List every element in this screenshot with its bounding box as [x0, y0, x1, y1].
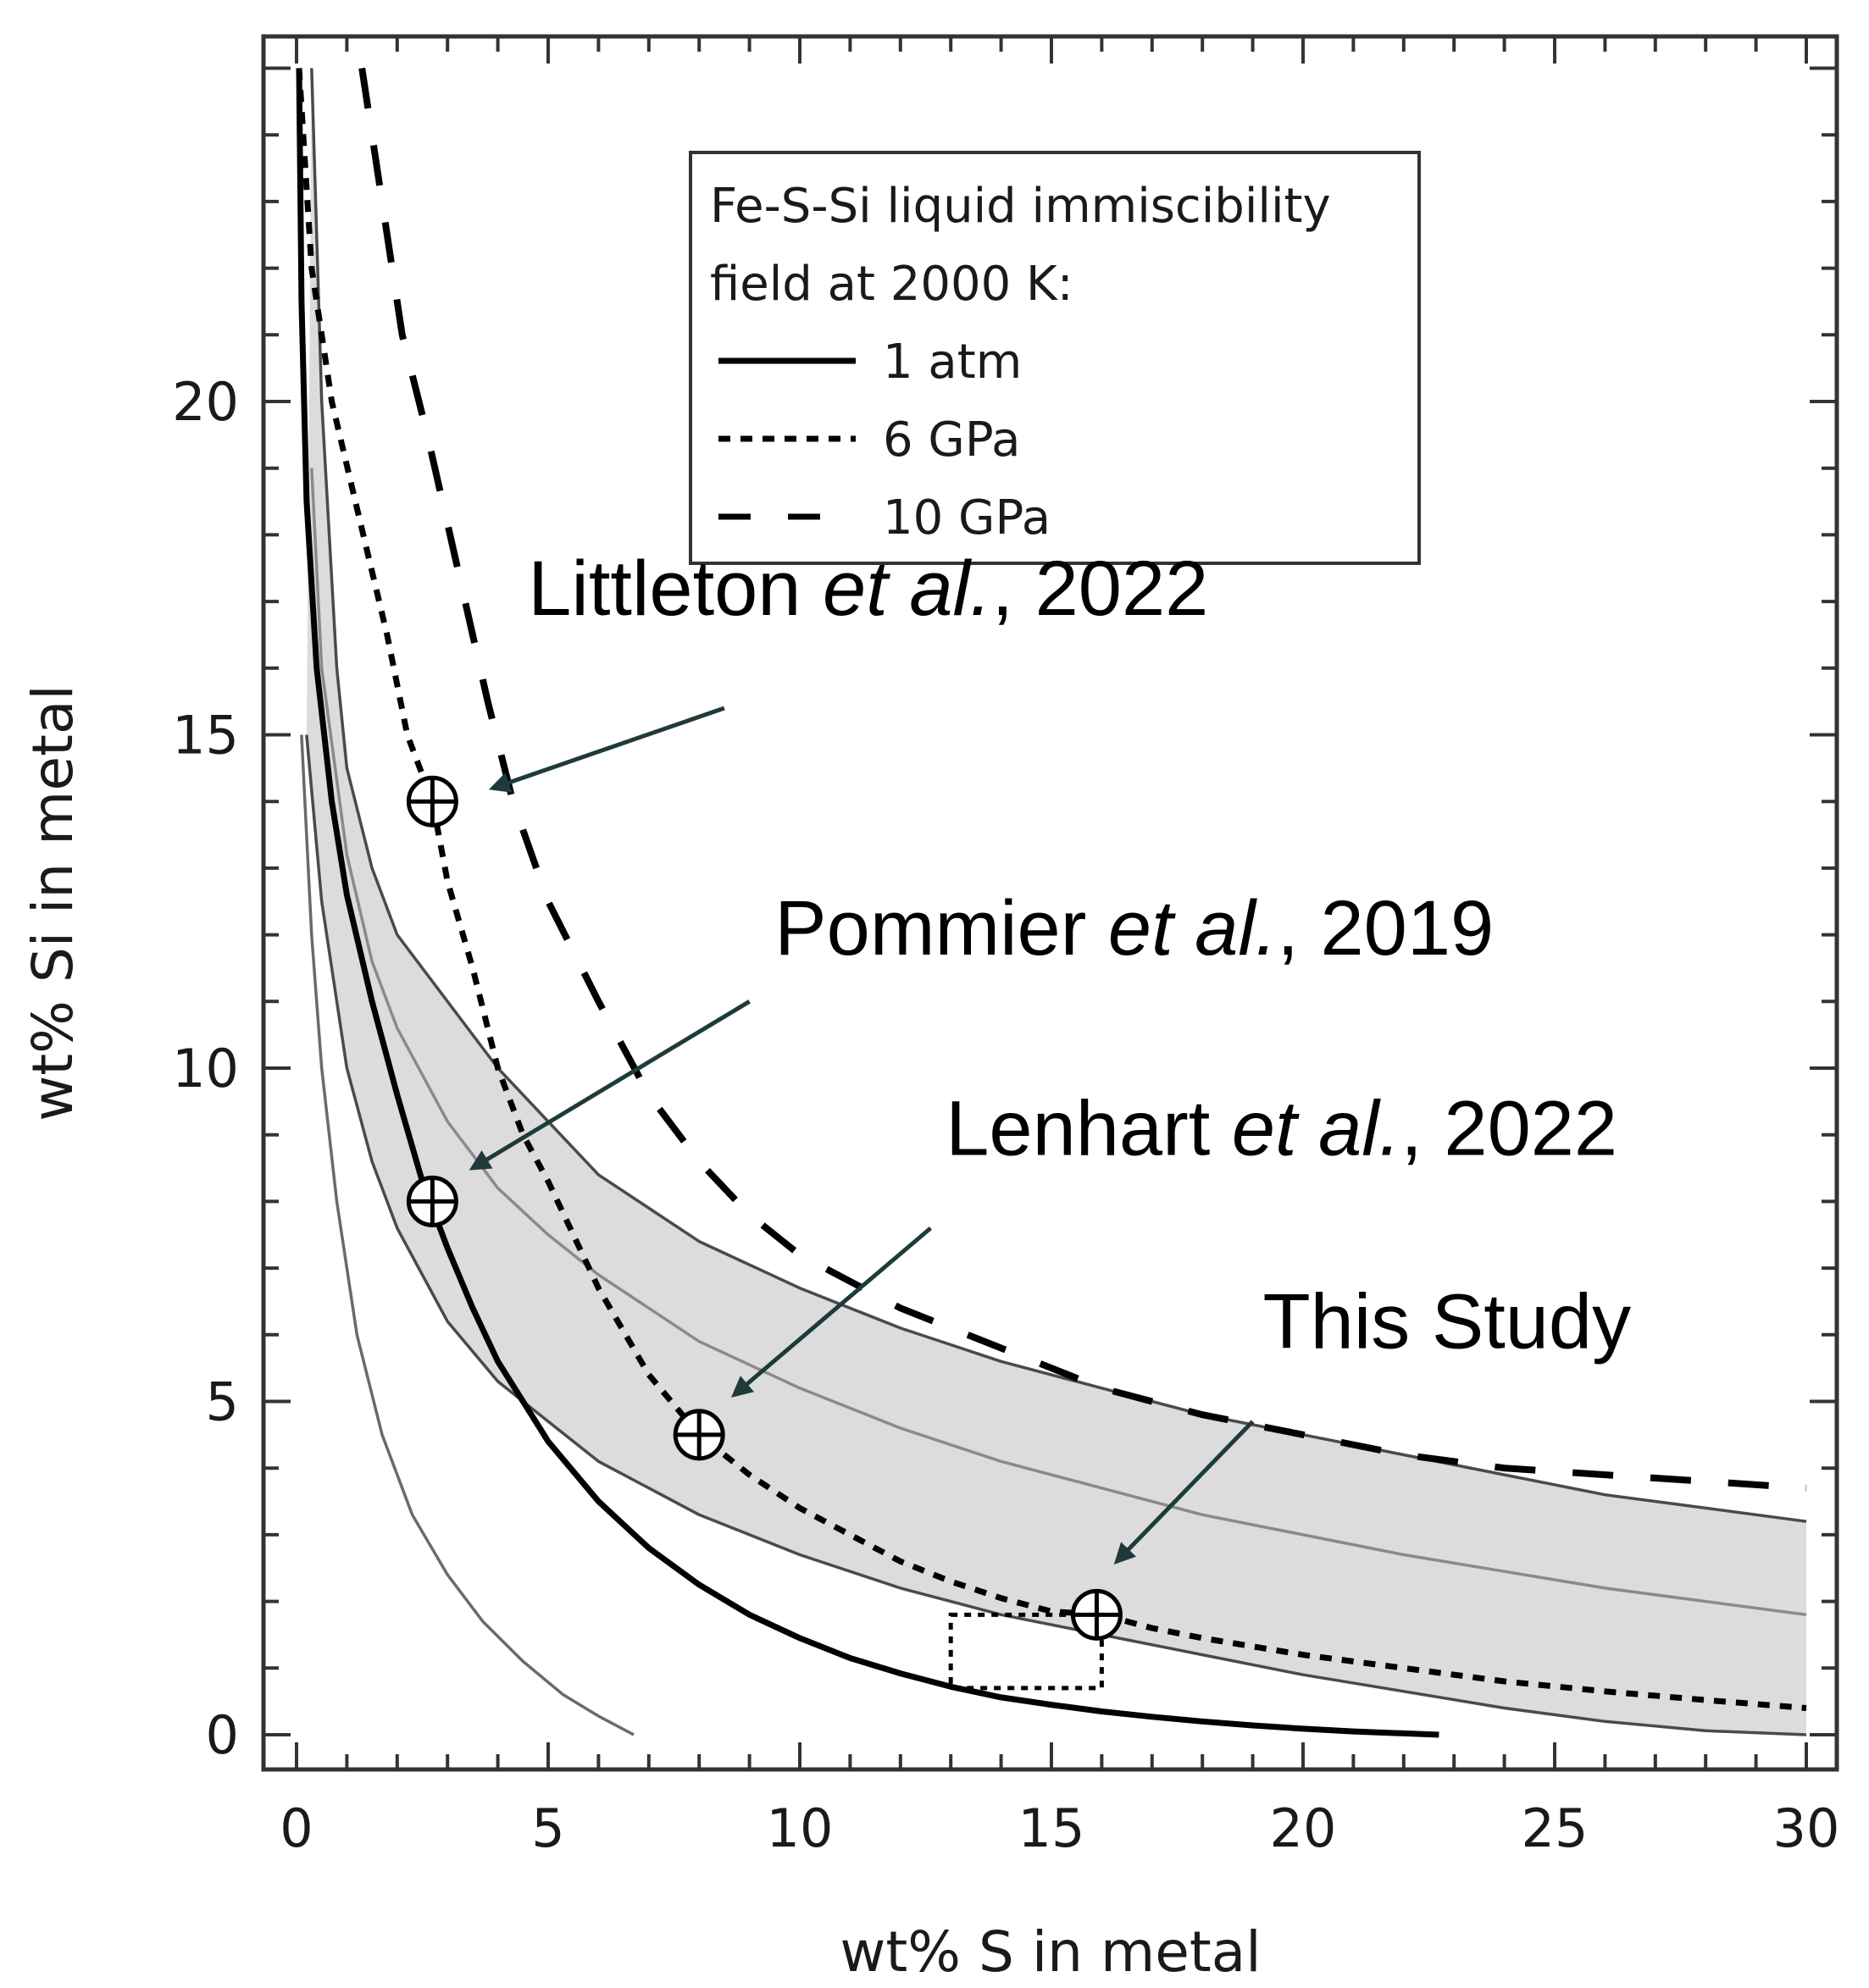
annotation-littleton: Littleton et al., 2022 — [528, 545, 1208, 632]
annotation-arrow-lenhart — [730, 1226, 933, 1398]
x-tick-label: 30 — [1773, 1797, 1840, 1859]
x-axis-title: wt% S in metal — [840, 1919, 1261, 1985]
annotation-lenhart-italic: et al. — [1232, 1085, 1400, 1171]
data-point-marker — [406, 775, 458, 828]
data-point-marker — [1070, 1588, 1123, 1641]
annotation-this-study: This Study — [1262, 1279, 1631, 1365]
x-tick-label: 20 — [1270, 1797, 1337, 1859]
y-tick-label: 10 — [172, 1038, 239, 1099]
series-band-lower — [305, 734, 1807, 1736]
annotation-this-study-name: This Study — [1262, 1279, 1631, 1365]
this-study-range-box — [948, 1612, 1104, 1691]
series-outer-thin-curve — [300, 734, 635, 1736]
series-10-gpa — [358, 67, 1807, 1492]
annotation-arrow-this-study — [1113, 1420, 1255, 1564]
y-tick-label: 0 — [206, 1704, 239, 1766]
annotation-pommier-year: , 2019 — [1277, 885, 1494, 972]
annotation-lenhart-name: Lenhart — [946, 1085, 1232, 1171]
legend-label-6gpa: 6 GPa — [883, 413, 1020, 468]
axis-ticks-layer — [263, 36, 1837, 1769]
legend-label-1atm: 1 atm — [883, 335, 1022, 390]
annotation-littleton-italic: et al. — [823, 545, 991, 632]
data-point-marker — [406, 1175, 458, 1227]
x-tick-label: 10 — [767, 1797, 834, 1859]
legend: Fe-S-Si liquid immiscibility field at 20… — [689, 151, 1421, 565]
annotation-lenhart: Lenhart et al., 2022 — [946, 1085, 1617, 1171]
y-tick-label: 15 — [172, 705, 239, 767]
data-point-marker — [673, 1409, 725, 1461]
annotation-pommier-italic: et al. — [1108, 885, 1277, 972]
series-layer — [296, 67, 1807, 1738]
annotation-arrow-pommier — [469, 1000, 751, 1171]
data-points-layer — [406, 775, 1123, 1641]
annotation-littleton-name: Littleton — [528, 545, 823, 632]
annotation-littleton-year: , 2022 — [991, 545, 1208, 632]
tick-labels-layer: 0 5 10 15 20 25 30 0 5 10 15 20 — [172, 371, 1839, 1859]
y-axis-title: wt% Si in metal — [20, 684, 86, 1121]
legend-label-10gpa: 10 GPa — [883, 490, 1051, 545]
x-tick-label: 25 — [1522, 1797, 1589, 1859]
annotation-lenhart-year: , 2022 — [1400, 1085, 1617, 1171]
y-tick-label: 20 — [172, 371, 239, 433]
annotation-arrow-littleton — [488, 706, 725, 793]
series-6-gpa — [296, 68, 1807, 1711]
series-band-middle — [310, 468, 1807, 1617]
shaded-band-layer — [306, 68, 1806, 1735]
x-tick-label: 5 — [531, 1797, 564, 1859]
legend-title-line-2: field at 2000 K: — [710, 257, 1073, 312]
annotation-pommier: Pommier et al., 2019 — [774, 885, 1494, 972]
shaded-band — [306, 68, 1806, 1735]
study-box-layer — [948, 1612, 1104, 1691]
annotation-arrows-layer — [469, 706, 1255, 1564]
y-tick-label: 5 — [206, 1371, 239, 1433]
x-tick-label: 15 — [1018, 1797, 1085, 1859]
x-tick-label: 0 — [280, 1797, 313, 1859]
legend-box — [689, 151, 1421, 565]
legend-title-line-1: Fe-S-Si liquid immiscibility — [710, 179, 1331, 234]
annotation-pommier-name: Pommier — [774, 885, 1108, 972]
series-1-atm — [296, 68, 1439, 1738]
